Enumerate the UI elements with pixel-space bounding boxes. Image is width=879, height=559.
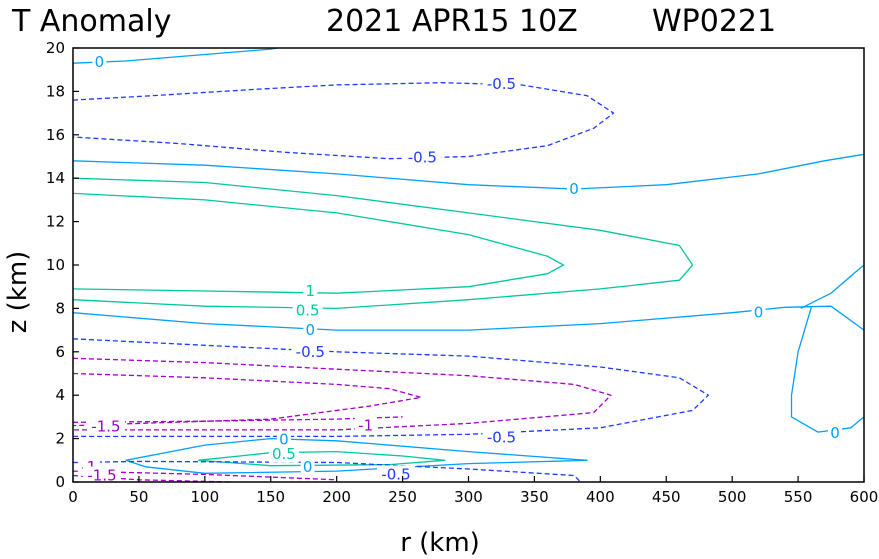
contour-label: 0 xyxy=(569,180,579,198)
contour-label-bg xyxy=(92,53,107,72)
contour-label: -1.5 xyxy=(91,418,120,436)
contour-label: 0 xyxy=(279,431,289,449)
contour-label-bg xyxy=(300,457,315,476)
contour-label-bg xyxy=(376,465,415,484)
y-tick-label: 10 xyxy=(46,256,65,274)
contour-label: -1.5 xyxy=(87,466,116,484)
contour-label-bg xyxy=(276,430,291,449)
x-tick-label: 0 xyxy=(68,488,78,506)
contour-label: -1 xyxy=(358,417,373,435)
y-tick-label: 20 xyxy=(46,39,65,57)
x-tick-label: 150 xyxy=(256,488,285,506)
contour-line xyxy=(125,437,588,474)
chart-title-datetime: 2021 APR15 10Z xyxy=(326,4,578,39)
contour-label: -0.5 xyxy=(296,343,325,361)
contour-label-bg xyxy=(268,444,299,463)
y-tick-label: 18 xyxy=(46,82,65,100)
y-axis-label: z (km) xyxy=(3,251,33,334)
contour-label: 1 xyxy=(306,282,316,300)
x-axis: 0 50 100 150 200 250 300 350 400 450 500 550 600 xyxy=(68,476,878,506)
contour-label: -0.5 xyxy=(487,429,516,447)
contour-line xyxy=(72,305,865,331)
contour-line xyxy=(72,177,694,310)
x-tick-label: 50 xyxy=(129,488,148,506)
y-tick-label: 16 xyxy=(46,126,65,144)
contour-label-bg xyxy=(292,301,323,320)
y-tick-label: 0 xyxy=(55,473,65,491)
contour-label: 0.5 xyxy=(296,302,320,320)
contour-label-bg xyxy=(827,424,842,443)
chart-title-storm-id: WP0221 xyxy=(652,4,776,39)
contour-label-bg xyxy=(83,466,122,485)
contour-label-bg xyxy=(482,428,521,447)
x-tick-label: 450 xyxy=(652,488,681,506)
x-tick-label: 550 xyxy=(784,488,813,506)
x-tick-label: 300 xyxy=(454,488,483,506)
contour-label-bg xyxy=(354,416,377,435)
y-tick-label: 8 xyxy=(55,299,65,317)
y-tick-label: 14 xyxy=(46,169,65,187)
contour-line xyxy=(72,372,422,427)
contour-label-bg xyxy=(403,148,442,167)
x-tick-label: 400 xyxy=(586,488,615,506)
contour-label-bg xyxy=(86,417,125,436)
contour-line xyxy=(72,338,710,438)
contour-label: 0 xyxy=(754,304,764,322)
contour-label-layer: 0-0.5-0.500.51000-0.5-0.5-1-1.5000.5-0.5… xyxy=(77,53,842,485)
contour-label-bg xyxy=(482,74,521,93)
y-tick-label: 4 xyxy=(55,386,65,404)
plot-frame xyxy=(72,47,865,483)
contour-label: 0.5 xyxy=(272,445,296,463)
contour-line xyxy=(800,264,865,309)
contour-label: -0.5 xyxy=(381,465,410,483)
y-tick-label: 12 xyxy=(46,213,65,231)
contour-line xyxy=(72,153,865,190)
x-tick-label: 500 xyxy=(718,488,747,506)
x-tick-label: 200 xyxy=(322,488,351,506)
x-tick-label: 100 xyxy=(191,488,220,506)
x-tick-label: 600 xyxy=(850,488,879,506)
contour-label: 0 xyxy=(95,53,105,71)
x-tick-label: 350 xyxy=(520,488,549,506)
contour-label-bg xyxy=(751,303,766,322)
x-tick-label: 250 xyxy=(388,488,417,506)
contour-line xyxy=(790,307,865,433)
contour-label: 0 xyxy=(830,424,840,442)
contour-label: -0.5 xyxy=(408,149,437,167)
contour-line xyxy=(72,357,612,431)
contour-line xyxy=(72,192,565,294)
contour-label: 0 xyxy=(303,458,313,476)
contour-label-bg xyxy=(303,321,318,340)
contour-label-bg xyxy=(303,282,318,301)
contour-layer xyxy=(72,47,865,483)
contour-label-bg xyxy=(291,342,330,361)
contour-line xyxy=(198,450,446,467)
contour-label-bg xyxy=(566,180,581,199)
contour-line xyxy=(72,82,615,160)
chart-title-variable: T Anomaly xyxy=(11,4,171,39)
y-tick-label: 6 xyxy=(55,343,65,361)
y-axis: 0 2 4 6 8 10 12 14 16 18 20 xyxy=(46,39,79,491)
x-axis-label: r (km) xyxy=(400,528,480,558)
y-tick-label: 2 xyxy=(55,430,65,448)
contour-label: 0 xyxy=(306,321,316,339)
contour-label: -0.5 xyxy=(487,75,516,93)
